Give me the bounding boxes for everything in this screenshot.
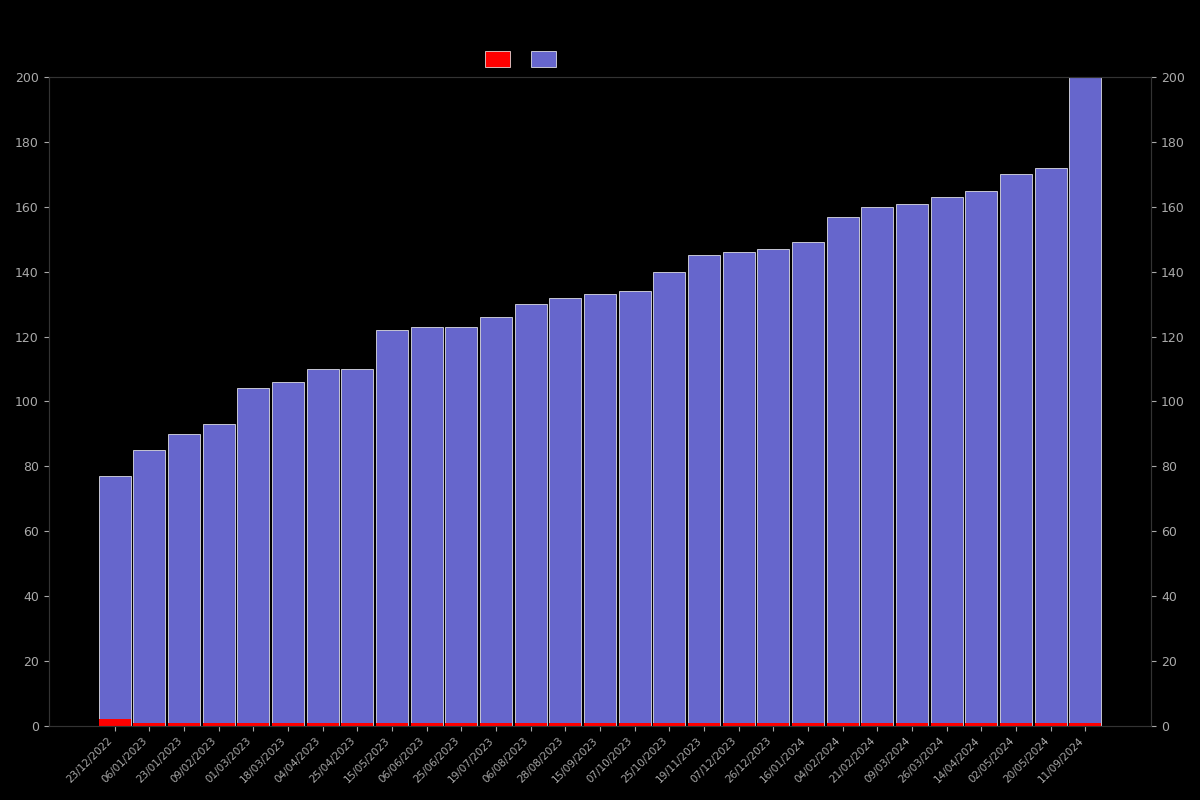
Bar	[584, 722, 616, 726]
Bar	[480, 722, 512, 726]
Bar	[1000, 722, 1032, 726]
Bar	[792, 722, 824, 726]
Bar	[341, 369, 373, 726]
Bar	[307, 722, 338, 726]
Bar	[688, 255, 720, 726]
Bar	[757, 249, 790, 726]
Bar	[376, 722, 408, 726]
Bar	[133, 722, 166, 726]
Bar	[688, 722, 720, 726]
Bar	[757, 722, 790, 726]
Bar	[272, 382, 304, 726]
Bar	[1034, 722, 1067, 726]
Bar	[445, 722, 478, 726]
Bar	[862, 206, 893, 726]
Bar	[584, 294, 616, 726]
Bar	[862, 722, 893, 726]
Bar	[931, 197, 962, 726]
Bar	[133, 450, 166, 726]
Bar	[619, 291, 650, 726]
Bar	[896, 722, 928, 726]
Bar	[931, 722, 962, 726]
Bar	[896, 203, 928, 726]
Bar	[653, 272, 685, 726]
Bar	[98, 719, 131, 726]
Bar	[445, 327, 478, 726]
Bar	[480, 317, 512, 726]
Bar	[410, 722, 443, 726]
Bar	[619, 722, 650, 726]
Bar	[550, 298, 581, 726]
Bar	[168, 434, 200, 726]
Bar	[1069, 722, 1102, 726]
Bar	[722, 252, 755, 726]
Bar	[515, 722, 547, 726]
Bar	[272, 722, 304, 726]
Bar	[722, 722, 755, 726]
Bar	[792, 242, 824, 726]
Bar	[965, 722, 997, 726]
Bar	[238, 722, 269, 726]
Bar	[827, 722, 859, 726]
Bar	[550, 722, 581, 726]
Bar	[410, 327, 443, 726]
Bar	[965, 190, 997, 726]
Bar	[168, 722, 200, 726]
Bar	[515, 304, 547, 726]
Bar	[1034, 168, 1067, 726]
Bar	[238, 389, 269, 726]
Bar	[203, 722, 235, 726]
Bar	[1069, 77, 1102, 726]
Bar	[307, 369, 338, 726]
Bar	[98, 476, 131, 726]
Bar	[341, 722, 373, 726]
Bar	[653, 722, 685, 726]
Bar	[376, 330, 408, 726]
Bar	[1000, 174, 1032, 726]
Bar	[827, 217, 859, 726]
Bar	[203, 424, 235, 726]
Legend: , : ,	[480, 45, 566, 72]
